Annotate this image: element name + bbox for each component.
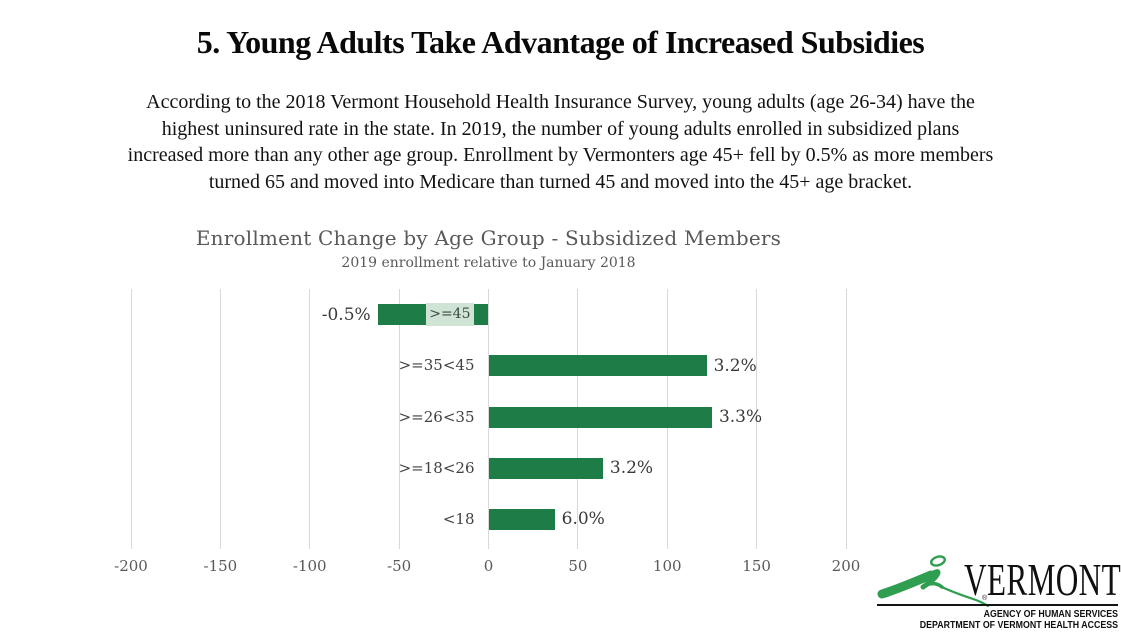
bar	[488, 406, 712, 428]
x-tick-label: 100	[652, 557, 682, 575]
chart-title: Enrollment Change by Age Group - Subsidi…	[195, 226, 782, 250]
gridline	[845, 289, 847, 549]
bar-value-label: 3.3%	[718, 407, 763, 427]
gridline	[130, 289, 132, 549]
logo-divider	[877, 604, 1118, 606]
gridline	[756, 289, 758, 549]
bar-category-label: <18	[442, 509, 475, 528]
logo-department-line: DEPARTMENT OF VERMONT HEALTH ACCESS	[919, 619, 1118, 631]
bar-value-label: 3.2%	[713, 355, 757, 376]
bar-value-label: -0.5%	[321, 304, 371, 325]
chart-subtitle: 2019 enrollment relative to January 2018	[341, 255, 636, 271]
page-title: 5. Young Adults Take Advantage of Increa…	[196, 24, 925, 60]
bar-value-label: 6.0%	[561, 509, 605, 530]
plot-area: -200 -150 -100 -50 0 50 100 150 200 -0.5% >=45 3.2%…	[114, 289, 860, 575]
paragraph-line: turned 65 and moved into Medicare than t…	[208, 170, 913, 193]
bar-category-label: >=26<35	[398, 407, 475, 426]
logo-agency-line: AGENCY OF HUMAN SERVICES	[983, 608, 1118, 620]
bar	[488, 355, 707, 377]
x-tick-label: -50	[387, 557, 412, 575]
paragraph-line: highest uninsured rate in the state. In …	[161, 117, 960, 140]
x-tick-label: -100	[292, 557, 327, 575]
logo-wordmark: VERMONT	[964, 554, 1121, 605]
intro-paragraph: According to the 2018 Vermont Household …	[40, 89, 1081, 195]
bar-category-label-box: >=45	[426, 303, 474, 327]
paragraph-line: increased more than any other age group.…	[127, 144, 994, 166]
bar	[488, 508, 555, 530]
gridline	[398, 289, 400, 549]
x-tick-label: 0	[483, 557, 494, 575]
registered-mark: ®	[982, 595, 988, 602]
x-tick-label: 150	[742, 557, 771, 575]
gridline	[219, 289, 221, 549]
bar-category-label: >=18<26	[398, 458, 475, 477]
bar	[488, 457, 603, 479]
bar-value-label: 3.2%	[609, 458, 654, 479]
x-tick-label: -150	[203, 557, 238, 575]
bar-category-label: >=35<45	[398, 356, 475, 375]
mountain-icon	[877, 555, 990, 608]
gridline	[309, 289, 311, 549]
x-tick-label: -200	[114, 557, 148, 575]
x-tick-label: 200	[831, 557, 861, 575]
paragraph-line: According to the 2018 Vermont Household …	[146, 91, 975, 113]
vermont-logo: ® VERMONT AGENCY OF HUMAN SERVICES DEPAR…	[876, 551, 1121, 633]
x-tick-label: 50	[568, 557, 588, 575]
